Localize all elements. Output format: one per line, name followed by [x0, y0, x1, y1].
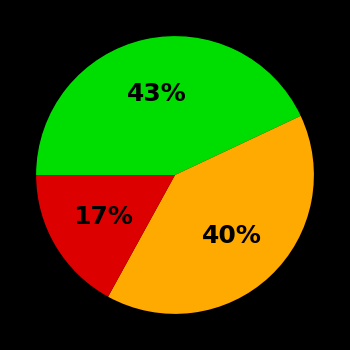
Wedge shape	[36, 36, 301, 175]
Text: 40%: 40%	[202, 224, 262, 248]
Text: 43%: 43%	[127, 82, 187, 106]
Text: 17%: 17%	[74, 205, 133, 229]
Wedge shape	[36, 175, 175, 297]
Wedge shape	[108, 116, 314, 314]
